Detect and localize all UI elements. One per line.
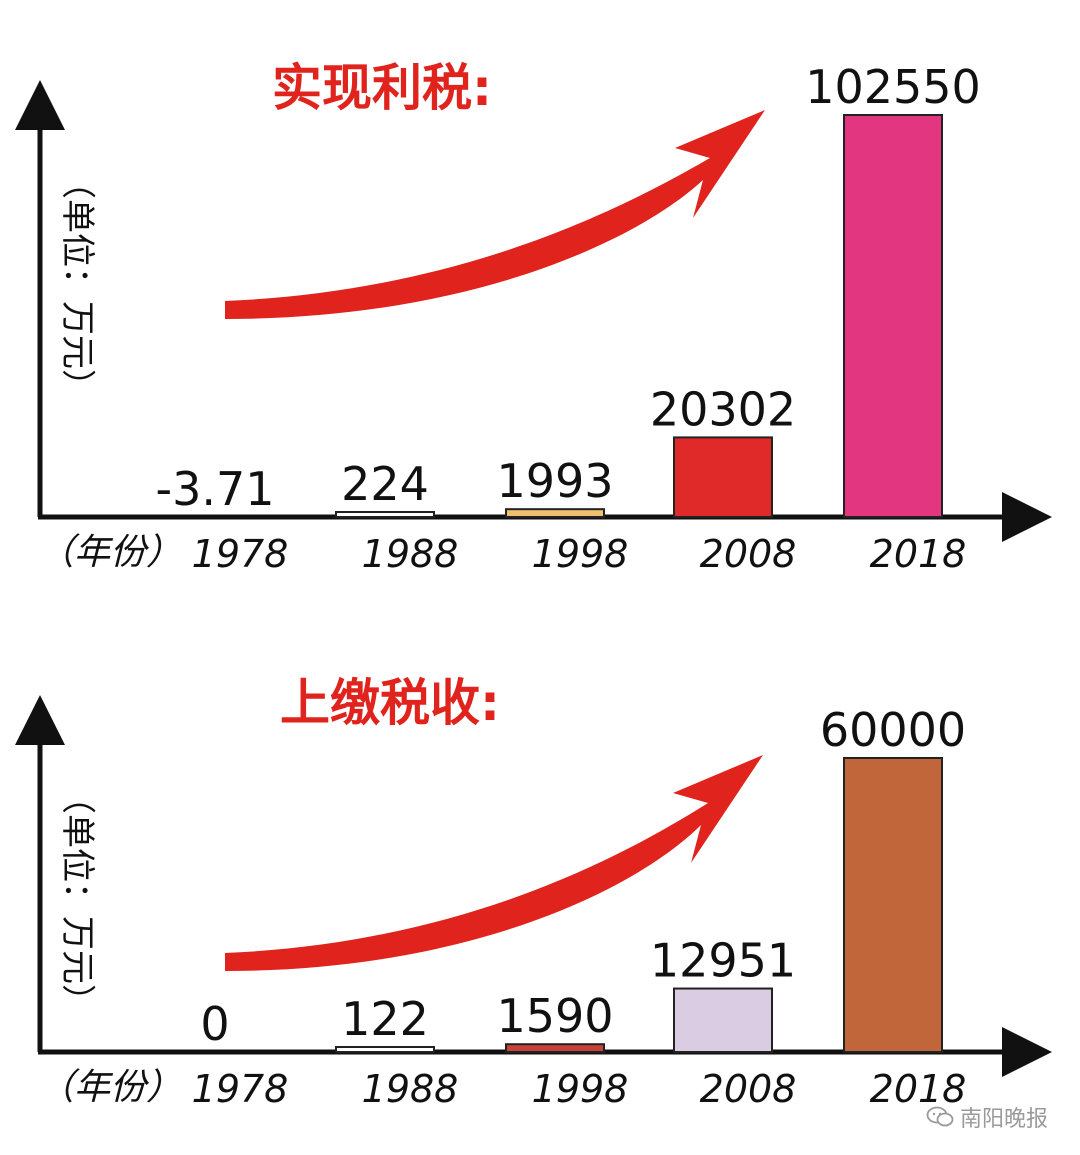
chart-2-bar-1988 [335, 1046, 435, 1053]
chart-1-tick-label-1998: 1998 [532, 532, 629, 576]
wechat-icon [926, 1106, 954, 1127]
chart-2-tick-label-1978: 1978 [192, 1067, 289, 1111]
watermark: 南阳晚报 [926, 1101, 1048, 1133]
chart-1-value-label-1978: -3.71 [155, 462, 274, 516]
chart-2-y-label: （单位：万元） [57, 780, 97, 1018]
chart-2-value-label-1988: 122 [341, 992, 429, 1046]
chart-1-value-label-1998: 1993 [496, 454, 613, 508]
watermark-text: 南阳晚报 [959, 1107, 1048, 1132]
chart-1-trend-arrow [225, 110, 765, 319]
chart-2-tick-label-1998: 1998 [532, 1067, 629, 1111]
chart-1-bar-2018 [843, 114, 943, 518]
chart-2-trend-arrow [225, 755, 763, 971]
chart-1-tick-label-2018: 2018 [870, 532, 967, 576]
chart-1-y-label: （单位：万元） [57, 165, 97, 403]
chart-2-x-label: （年份） [38, 1067, 182, 1108]
chart-1-bar-1988 [335, 511, 435, 518]
chart-1-x-label: （年份） [38, 532, 182, 573]
chart-2-value-label-2018: 60000 [820, 703, 966, 757]
chart-2-tick-label-1988: 1988 [362, 1067, 459, 1111]
chart-2-tick-label-2018: 2018 [870, 1067, 967, 1111]
chart-1-value-label-2008: 20302 [650, 382, 796, 436]
chart-2-bar-1998 [505, 1043, 605, 1053]
chart-1-bar-1998 [505, 508, 605, 518]
chart-2-bar-2008 [673, 987, 773, 1053]
chart-2-value-label-1978: 0 [200, 997, 229, 1051]
chart-1-tick-label-1978: 1978 [192, 532, 289, 576]
chart-2-tick-label-2008: 2008 [700, 1067, 797, 1111]
chart-1-value-label-2018: 102550 [805, 60, 981, 114]
chart-2-value-label-1998: 1590 [496, 989, 613, 1043]
chart-1-value-label-1988: 224 [341, 457, 429, 511]
chart-2-value-label-2008: 12951 [650, 934, 796, 988]
chart-1-tick-label-1988: 1988 [362, 532, 459, 576]
chart-1-title: 实现利税: [272, 59, 492, 117]
chart-1-bar-2008 [673, 436, 773, 519]
chart-1-tick-label-2008: 2008 [700, 532, 797, 576]
chart-2-title: 上缴税收: [280, 674, 500, 732]
chart-2-bar-2018 [843, 757, 943, 1053]
